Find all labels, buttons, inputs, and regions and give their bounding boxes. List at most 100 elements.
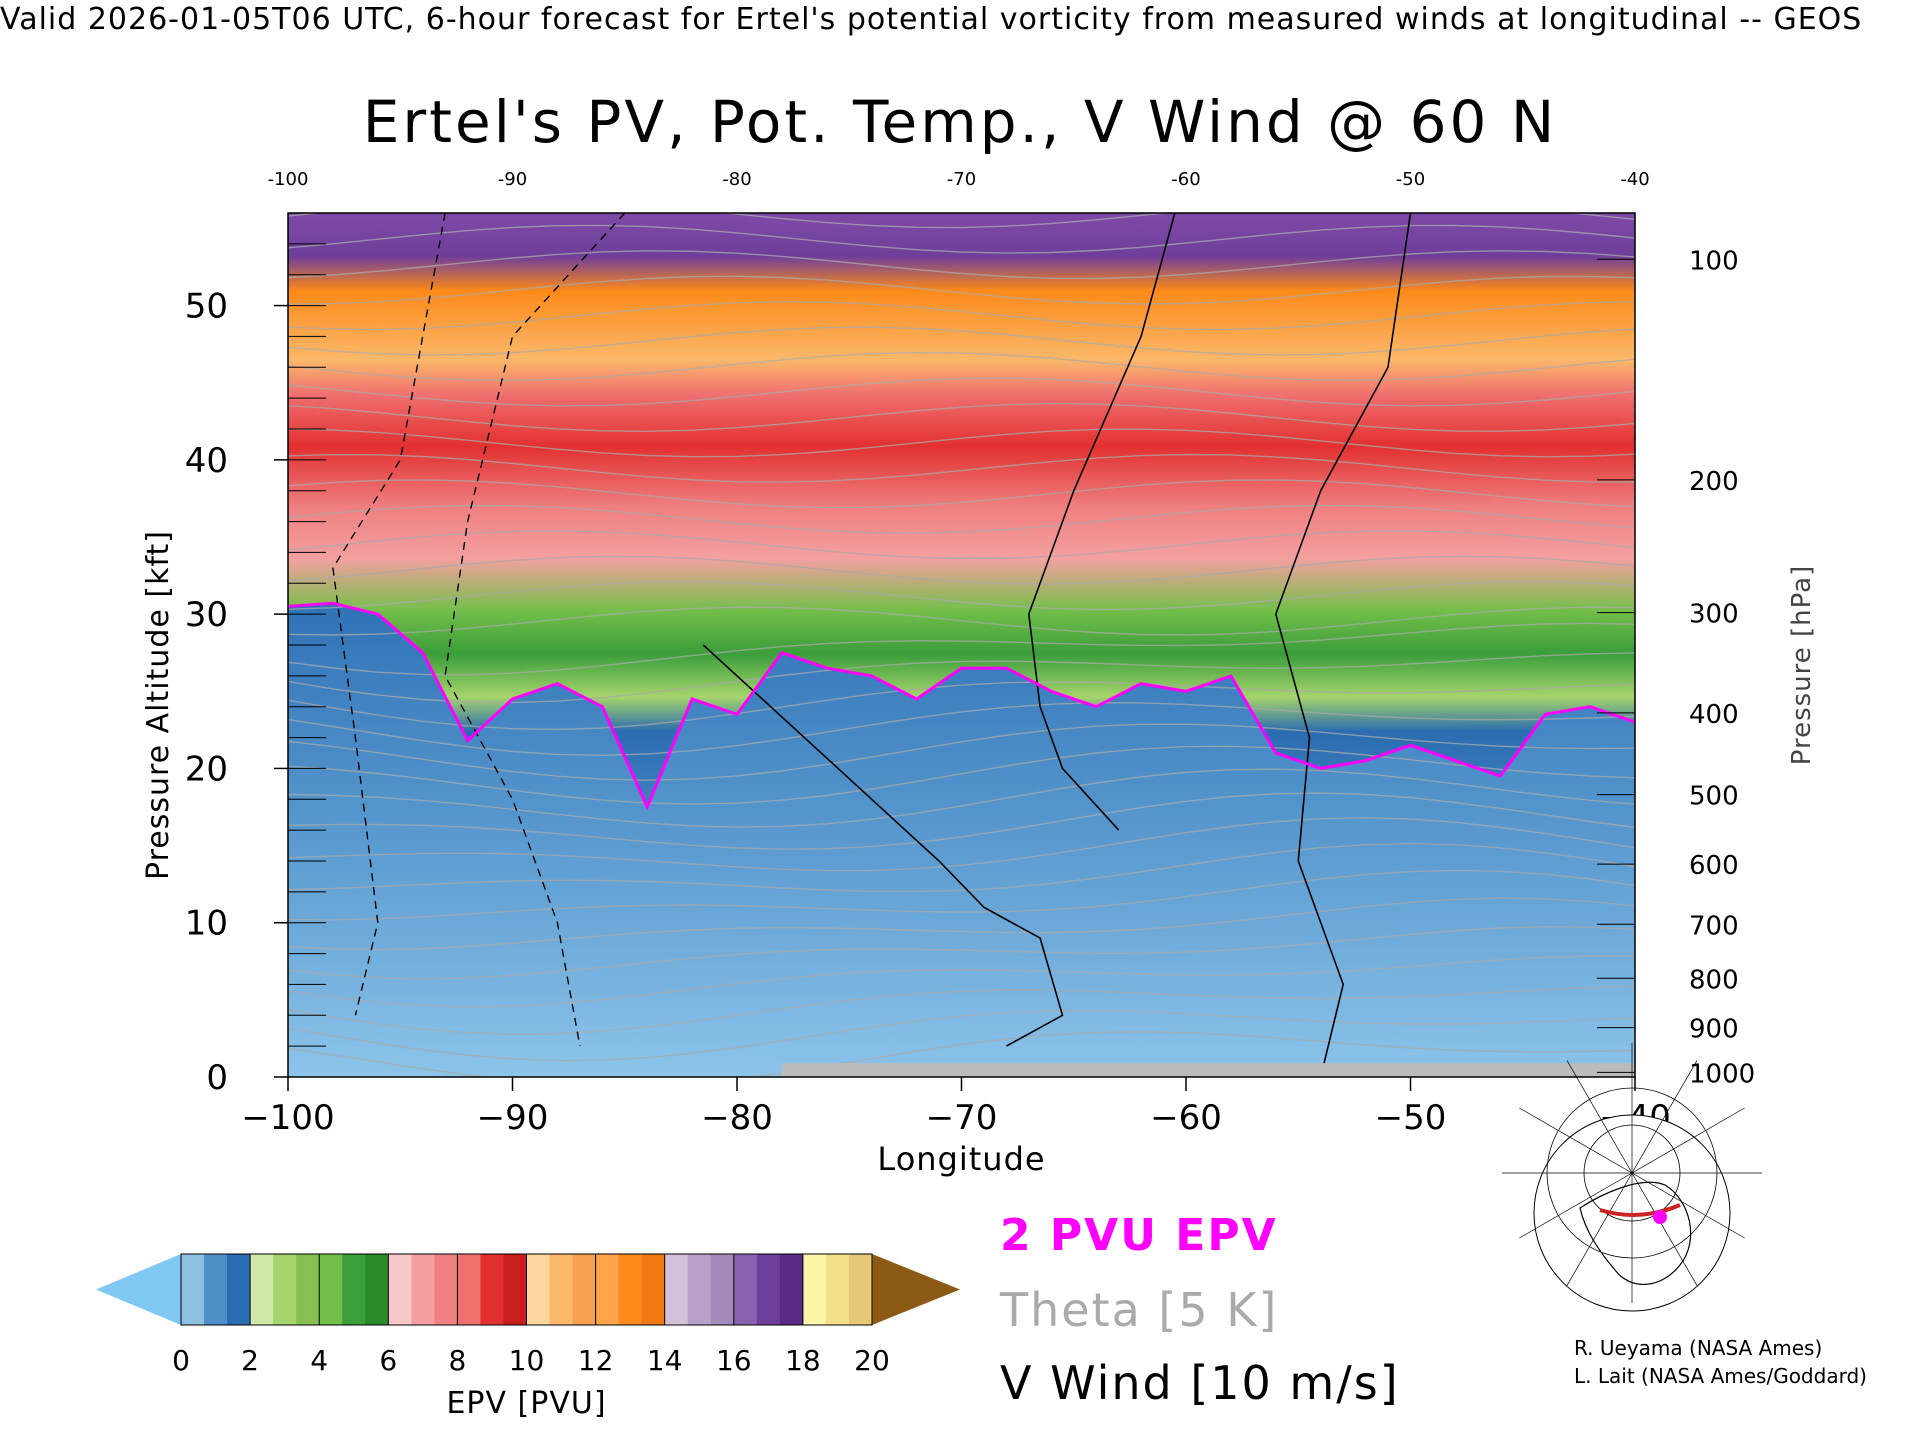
colorbar-swatch <box>733 1254 758 1325</box>
pressure-tick-label: 200 <box>1689 467 1739 497</box>
vwind-negative-contour <box>332 213 446 1016</box>
y-tick-label: 50 <box>185 287 228 327</box>
top-x-tick-label: -90 <box>498 169 527 190</box>
x-tick-label: −80 <box>701 1098 773 1138</box>
colorbar-tick-label: 16 <box>716 1344 752 1377</box>
colorbar-tick-label: 4 <box>310 1344 328 1377</box>
map-meridian <box>1519 1172 1633 1239</box>
colorbar-swatch <box>687 1254 712 1325</box>
colorbar-tick-label: 10 <box>509 1344 545 1377</box>
theta-isentrope <box>288 250 1635 280</box>
colorbar-tick-label: 18 <box>785 1344 821 1377</box>
colorbar-tick-label: 0 <box>172 1344 190 1377</box>
credit-line-2: L. Lait (NASA Ames/Goddard) <box>1574 1364 1867 1388</box>
colorbar-swatch <box>319 1254 343 1325</box>
theta-isentrope <box>288 377 1635 407</box>
theta-isentrope <box>288 652 1635 704</box>
x-tick-label: −100 <box>241 1098 334 1138</box>
colorbar-swatch <box>273 1254 297 1325</box>
theta-isentrope <box>288 985 1635 1035</box>
troposphere-field <box>288 603 1635 1077</box>
x-tick-label: −60 <box>1150 1098 1222 1138</box>
theta-isentrope <box>288 869 1635 921</box>
x-tick-label: −90 <box>477 1098 549 1138</box>
theta-isentrope <box>288 792 1635 850</box>
top-x-tick-label: -80 <box>722 169 751 190</box>
colorbar-swatch <box>641 1254 666 1325</box>
colorbar-swatch <box>480 1254 505 1325</box>
plot-clip-group <box>288 213 1635 1077</box>
colorbar-swatch <box>411 1254 435 1325</box>
colorbar-swatch <box>779 1254 804 1325</box>
theta-isentrope <box>288 300 1635 331</box>
colorbar-tick-label: 14 <box>647 1344 683 1377</box>
pressure-tick-label: 300 <box>1689 600 1739 630</box>
theta-isentrope <box>288 955 1635 1008</box>
theta-isentrope <box>288 842 1635 893</box>
terrain <box>781 1063 1635 1077</box>
colorbar-swatch <box>250 1254 274 1325</box>
theta-isentrope <box>288 224 1635 254</box>
map-meridian <box>1631 1060 1698 1174</box>
colorbar-over-arrow <box>872 1254 960 1325</box>
chart-title: Ertel's PV, Pot. Temp., V Wind @ 60 N <box>362 88 1558 156</box>
locator-map <box>1502 1043 1762 1312</box>
theta-isentrope <box>288 723 1635 781</box>
colorbar-swatch <box>181 1254 205 1325</box>
colorbar-swatch <box>434 1254 458 1325</box>
map-meridian <box>1566 1172 1633 1286</box>
colorbar-tick-label: 8 <box>448 1344 466 1377</box>
colorbar-frame <box>180 1253 873 1326</box>
y-axis-label: Pressure Altitude [kft] <box>141 530 176 880</box>
map-meridian <box>1631 1172 1698 1286</box>
colorbar-swatch <box>526 1254 551 1325</box>
vwind-negative-contour <box>444 213 626 1047</box>
theta-isentrope <box>288 1009 1635 1062</box>
colorbar-swatch <box>227 1254 251 1325</box>
theta-isentrope <box>288 581 1635 611</box>
vwind-contour <box>1274 213 1412 1077</box>
colorbar-tick-label: 20 <box>854 1344 890 1377</box>
colorbar-swatch <box>365 1254 389 1325</box>
pressure-tick-label: 600 <box>1689 851 1739 881</box>
pressure-tick-label: 100 <box>1689 246 1739 276</box>
top-x-tick-label: -50 <box>1396 169 1425 190</box>
y-tick-label: 30 <box>185 595 228 635</box>
theta-isentrope <box>288 622 1635 676</box>
vwind-contour <box>702 644 1064 1047</box>
theta-isentrope <box>288 701 1635 757</box>
map-meridian <box>1566 1060 1633 1174</box>
y-tick-label: 0 <box>206 1058 228 1098</box>
map-point <box>1653 1210 1667 1224</box>
colorbar-swatch <box>204 1254 228 1325</box>
colorbar-swatch <box>388 1254 412 1325</box>
legend-vwind-line: V Wind [10 m/s] <box>1000 1356 1400 1410</box>
colorbar-swatch <box>848 1254 873 1325</box>
y2-axis-label: Pressure [hPa] <box>1787 565 1817 766</box>
colorbar-swatch <box>756 1254 781 1325</box>
colorbar-swatch <box>342 1254 366 1325</box>
theta-isentrope <box>288 1030 1635 1077</box>
y-tick-label: 20 <box>185 749 228 789</box>
map-track <box>1599 1203 1681 1217</box>
theta-isentrope <box>288 453 1635 483</box>
pressure-tick-label: 900 <box>1689 1015 1739 1045</box>
legend-theta-line: Theta [5 K] <box>1000 1283 1279 1337</box>
colorbar-swatch <box>664 1254 689 1325</box>
theta-isentrope <box>288 897 1635 951</box>
theta-isentrope <box>288 326 1635 356</box>
plot-area <box>288 213 1635 1077</box>
colorbar-under-arrow <box>96 1254 181 1325</box>
theta-isentrope <box>288 768 1635 828</box>
theta-isentrope <box>288 428 1635 458</box>
colorbar-swatch <box>618 1254 643 1325</box>
colorbar: 0 2 4 6 8 10 12 14 16 18 20 EPV [PVU] <box>96 1253 960 1421</box>
legend-epv-line: 2 PVU EPV <box>1000 1210 1278 1261</box>
x-tick-label: −50 <box>1375 1098 1447 1138</box>
theta-isentrope <box>288 555 1635 585</box>
map-meridian <box>1631 1172 1745 1239</box>
colorbar-swatch <box>825 1254 850 1325</box>
theta-isentrope <box>288 745 1635 805</box>
vwind-contour <box>1027 213 1176 831</box>
